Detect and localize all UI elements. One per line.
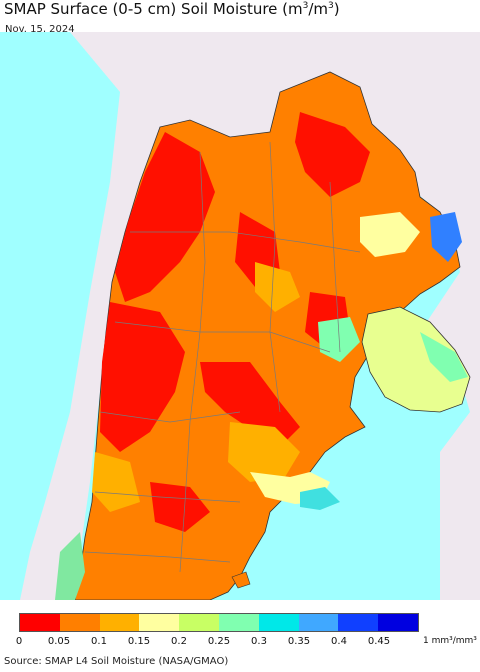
legend-tick-2: 0.1 [91, 636, 107, 647]
legend-tick-3: 0.15 [127, 636, 151, 647]
legend-swatch-1 [59, 614, 100, 631]
island [231, 571, 251, 589]
uruguay-region [361, 306, 471, 413]
map-date: Nov. 15, 2024 [5, 24, 75, 35]
legend-tick-7: 0.35 [287, 636, 311, 647]
legend-swatch-6 [258, 614, 299, 631]
mesopotamia-wet [360, 212, 420, 257]
legend-swatch-8 [338, 614, 379, 631]
misiones-very-wet [430, 212, 462, 262]
legend-swatch-4 [179, 614, 219, 631]
legend-tick-9: 0.45 [367, 636, 391, 647]
coast-wet-strip [300, 487, 340, 510]
legend-tick-4: 0.2 [171, 636, 187, 647]
legend-tick-5: 0.25 [207, 636, 231, 647]
legend-swatch-3 [139, 614, 180, 631]
color-legend [19, 613, 419, 632]
legend-swatch-5 [218, 614, 259, 631]
legend-tick-0: 0 [15, 636, 23, 647]
moderate-moisture-regions [92, 262, 300, 512]
chile-coast-moist [55, 532, 85, 600]
legend-tick-6: 0.3 [251, 636, 267, 647]
very-dry-regions [100, 112, 370, 532]
soil-moisture-map [0, 32, 480, 600]
legend-swatch-0 [20, 614, 60, 631]
legend-swatch-2 [99, 614, 140, 631]
legend-swatch-9 [378, 614, 418, 631]
legend-swatch-7 [298, 614, 339, 631]
legend-unit: 1 mm³/mm³ [423, 636, 477, 646]
land-nodata [20, 32, 480, 600]
source-credit: Source: SMAP L4 Soil Moisture (NASA/GMAO… [4, 656, 229, 667]
legend-ticks: 0 0.05 0.1 0.15 0.2 0.25 0.3 0.35 0.4 0.45 [0, 636, 480, 650]
legend-tick-1: 0.05 [47, 636, 71, 647]
province-boundaries [84, 141, 361, 573]
map-title: SMAP Surface (0-5 cm) Soil Moisture (m3/… [4, 0, 340, 18]
legend-tick-8: 0.4 [331, 636, 347, 647]
